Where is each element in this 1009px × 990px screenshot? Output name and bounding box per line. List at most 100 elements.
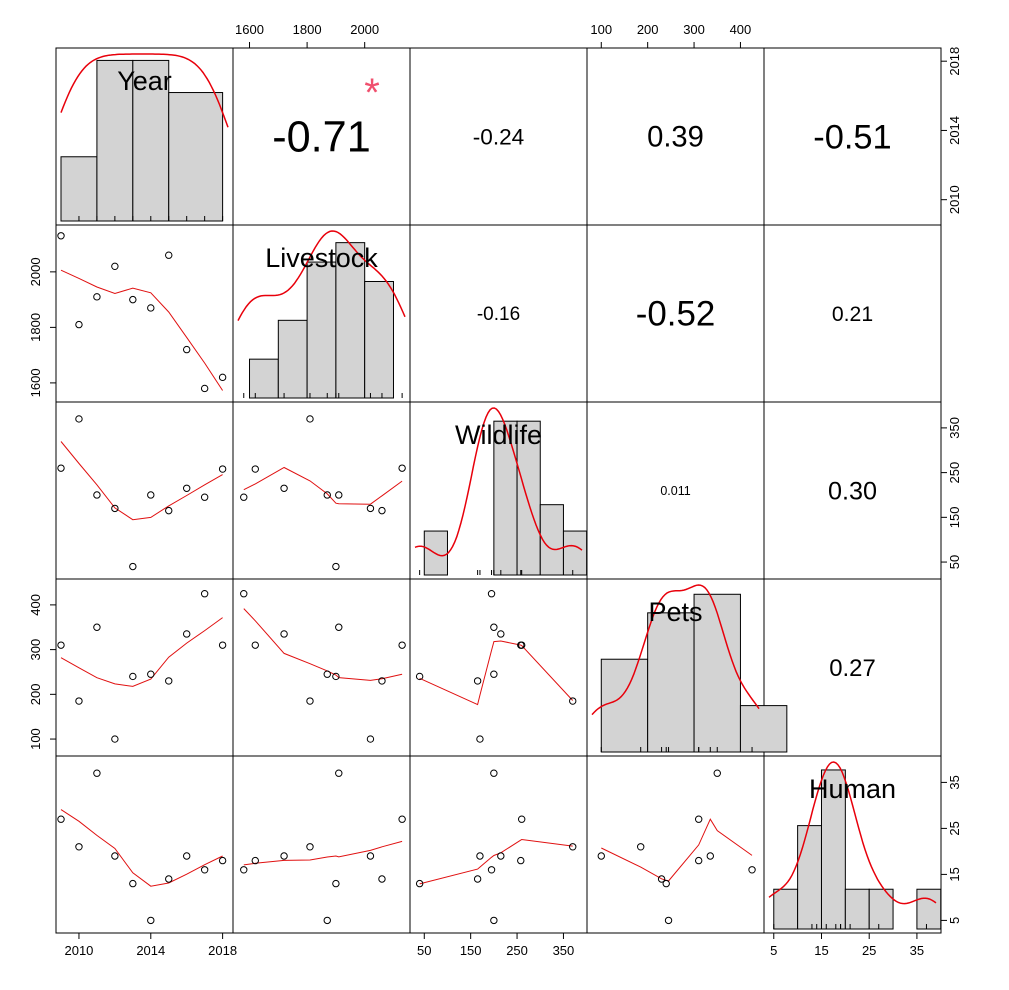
scatter-point xyxy=(569,843,577,851)
scatter-point xyxy=(129,672,137,681)
x-tick-label-year: 2018 xyxy=(208,943,237,958)
y-tick-label-wildlife: 150 xyxy=(947,506,962,528)
scatter-point xyxy=(517,856,525,865)
smooth-line-human-vs-wildlife xyxy=(419,838,573,885)
panel-wildlife-year xyxy=(55,401,234,580)
scatter-point xyxy=(323,916,331,925)
scatter-point xyxy=(366,852,375,860)
scatter-point xyxy=(569,697,577,705)
scatter-point xyxy=(218,641,227,649)
correlation-value: 0.27 xyxy=(829,655,876,682)
correlation-value: -0.52 xyxy=(636,295,716,334)
scatter-point xyxy=(657,875,666,883)
histogram-bar-year xyxy=(96,59,134,222)
scatter-point xyxy=(147,916,155,925)
scatter-point xyxy=(93,491,101,499)
variable-label-pets: Pets xyxy=(648,597,702,627)
scatter-point xyxy=(398,641,406,649)
x-tick-label-human: 5 xyxy=(770,943,777,958)
scatter-point xyxy=(200,866,209,874)
scatter-point xyxy=(147,304,155,312)
scatter-point xyxy=(706,852,714,860)
scatter-point xyxy=(335,491,343,499)
density-curve-year xyxy=(60,53,229,128)
scatter-point xyxy=(165,677,173,685)
histogram-bar-human xyxy=(773,888,799,930)
scatter-point xyxy=(415,672,424,681)
correlation-value: -0.51 xyxy=(813,119,891,157)
scatter-point xyxy=(490,670,498,678)
variable-label-human: Human xyxy=(809,774,896,804)
x-tick-label-livestock: 1800 xyxy=(293,22,322,37)
histogram-bar-pets xyxy=(647,612,695,753)
histogram-bar-year xyxy=(168,92,224,222)
scatter-point xyxy=(497,630,505,638)
scatter-point xyxy=(147,670,155,678)
histogram-bar-wildlife xyxy=(562,530,588,576)
x-tick-label-human: 25 xyxy=(862,943,876,958)
x-tick-label-year: 2010 xyxy=(64,943,93,958)
histogram-bar-human xyxy=(868,888,894,930)
density-curve-livestock xyxy=(237,230,406,321)
smooth-line-pets-vs-wildlife xyxy=(419,640,574,706)
scatter-point xyxy=(306,697,314,705)
histogram-bar-wildlife xyxy=(539,504,564,576)
histogram-bar-livestock xyxy=(306,261,337,399)
histogram-bar-pets xyxy=(739,705,788,753)
panel-human-year xyxy=(55,755,234,934)
scatter-point xyxy=(280,630,288,638)
scatter-point xyxy=(476,735,484,743)
scatter-point xyxy=(662,879,670,888)
x-tick-label-wildlife: 350 xyxy=(553,943,575,958)
scatter-point xyxy=(664,916,673,925)
scatter-point xyxy=(111,504,119,513)
scatter-point xyxy=(487,590,496,598)
density-curve-pets xyxy=(591,584,760,716)
scatter-point xyxy=(332,879,340,888)
histogram-bar-livestock xyxy=(277,319,308,399)
scatter-point xyxy=(694,856,703,865)
scatter-point xyxy=(378,506,386,515)
scatter-point xyxy=(129,879,137,888)
x-tick-label-livestock: 2000 xyxy=(350,22,379,37)
y-tick-label-year: 2014 xyxy=(947,116,962,145)
scatter-point xyxy=(378,677,386,685)
panel-pets-year xyxy=(55,578,234,757)
variable-label-year: Year xyxy=(117,66,172,96)
scatter-point xyxy=(332,672,340,681)
scatter-point xyxy=(200,384,209,393)
scatter-point xyxy=(240,866,248,874)
y-tick-label-wildlife: 250 xyxy=(947,462,962,484)
correlation-value: -0.24 xyxy=(473,124,525,149)
scatter-point xyxy=(165,251,173,259)
x-tick-label-pets: 300 xyxy=(683,22,705,37)
scatter-point xyxy=(473,875,482,883)
y-tick-label-year: 2018 xyxy=(947,47,962,76)
scatter-point xyxy=(57,464,65,472)
scatter-point xyxy=(335,623,343,631)
y-tick-label-year: 2010 xyxy=(947,185,962,214)
histogram-bar-human xyxy=(844,888,870,930)
y-tick-label-livestock: 1600 xyxy=(28,368,43,397)
scatter-point xyxy=(323,670,331,678)
smooth-line-wildlife-vs-livestock xyxy=(243,466,403,505)
scatter-point xyxy=(218,373,227,382)
x-tick-label-pets: 200 xyxy=(637,22,659,37)
smooth-line-pets-vs-livestock xyxy=(243,608,403,681)
scatter-point xyxy=(332,562,340,571)
panel-human-livestock xyxy=(232,755,411,934)
scatter-point xyxy=(111,735,119,743)
x-tick-label-livestock: 1600 xyxy=(235,22,264,37)
scatter-point xyxy=(75,320,83,329)
panel-pets-livestock xyxy=(232,578,411,757)
histogram-bar-livestock xyxy=(249,358,279,399)
scatter-point xyxy=(57,641,65,649)
scatter-point xyxy=(129,295,137,304)
scatter-point xyxy=(694,815,703,823)
y-tick-label-livestock: 2000 xyxy=(28,257,43,286)
y-tick-label-human: 35 xyxy=(947,775,962,789)
scatter-point xyxy=(497,852,505,860)
panel-livestock-year xyxy=(55,224,234,403)
scatter-point xyxy=(490,623,498,631)
scatter-point xyxy=(713,769,721,777)
